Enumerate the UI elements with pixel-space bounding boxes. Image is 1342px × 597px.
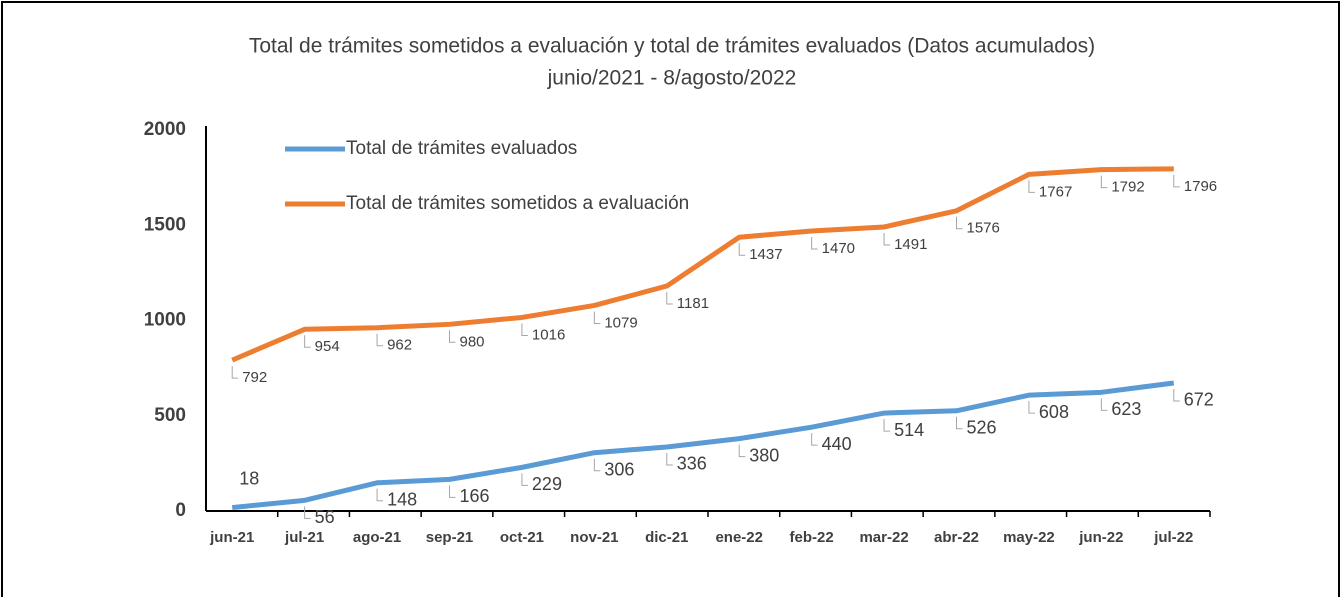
leader-line	[956, 416, 963, 430]
x-tick-label: ago-21	[353, 529, 401, 546]
y-tick-label: 0	[175, 500, 186, 521]
data-label: 514	[894, 420, 924, 440]
series-line	[231, 380, 1175, 511]
leader-line	[449, 485, 456, 498]
x-tick-label: feb-22	[790, 529, 834, 546]
data-label: 1792	[1111, 179, 1144, 196]
x-tick-label: jun-22	[1078, 529, 1123, 546]
x-tick-label: dic-21	[645, 529, 688, 546]
data-label: 792	[242, 369, 267, 386]
leader-line	[738, 444, 746, 458]
data-label: 1576	[967, 220, 1000, 237]
leader-line	[376, 333, 384, 347]
data-label: 166	[460, 486, 490, 506]
data-label: 1796	[1184, 178, 1217, 195]
data-label: 380	[749, 445, 779, 465]
data-label: 526	[967, 418, 997, 438]
leader-line	[1028, 401, 1035, 414]
y-tick-label: 1500	[144, 214, 186, 235]
leader-line	[593, 458, 601, 472]
data-label: 1016	[532, 326, 565, 343]
leader-line	[1100, 398, 1108, 411]
x-tick-label: jun-21	[209, 529, 254, 546]
leader-line	[811, 433, 818, 446]
leader-line	[956, 216, 963, 230]
data-label: 336	[677, 454, 707, 474]
x-tick-label: jul-22	[1153, 529, 1193, 546]
data-label: 1767	[1039, 183, 1072, 200]
x-tick-label: ene-22	[715, 529, 763, 546]
leader-line	[883, 419, 891, 432]
x-tick-label: mar-22	[859, 529, 908, 546]
data-label: 1470	[822, 240, 855, 257]
data-label: 623	[1111, 399, 1141, 419]
leader-line	[521, 323, 528, 336]
x-tick-label: abr-22	[934, 529, 979, 546]
x-tick-label: sep-21	[426, 529, 474, 546]
leader-line	[1173, 388, 1180, 402]
leader-line	[811, 236, 818, 250]
x-tick-label: nov-21	[570, 529, 618, 546]
leader-line	[304, 506, 311, 519]
data-label: 672	[1184, 390, 1214, 410]
leader-line	[521, 473, 528, 486]
data-label: 56	[315, 507, 335, 527]
data-label: 229	[532, 474, 562, 494]
leader-line	[666, 452, 673, 466]
data-label: 980	[460, 333, 485, 350]
leader-line	[1173, 174, 1180, 188]
leader-line	[738, 243, 746, 256]
y-tick-label: 1000	[144, 310, 186, 331]
x-tick-label: oct-21	[500, 529, 544, 546]
data-label: 306	[604, 459, 634, 479]
leader-line	[1028, 180, 1035, 193]
data-label: 440	[822, 434, 852, 454]
data-label: 18	[239, 468, 259, 488]
data-label: 1437	[749, 246, 782, 263]
leader-line	[1100, 175, 1108, 189]
data-label: 1491	[894, 236, 927, 253]
data-label: 962	[387, 337, 412, 354]
leader-line	[304, 335, 311, 348]
chart-title: Total de trámites sometidos a evaluación…	[249, 35, 1095, 58]
leader-line	[883, 232, 891, 246]
x-tick-label: jul-21	[284, 529, 324, 546]
data-label: 954	[315, 338, 340, 355]
leader-line	[376, 488, 384, 502]
legend-label: Total de trámites evaluados	[346, 138, 577, 159]
y-tick-label: 2000	[144, 119, 186, 140]
data-label: 1181	[677, 295, 709, 312]
y-tick-label: 500	[154, 405, 186, 426]
data-label: 608	[1039, 402, 1069, 422]
leader-line	[666, 292, 673, 305]
legend-label: Total de trámites sometidos a evaluación	[346, 193, 689, 214]
chart-subtitle: junio/2021 - 8/agosto/2022	[547, 67, 797, 90]
data-label: 1079	[604, 314, 637, 331]
series-line	[231, 166, 1174, 363]
leader-line	[449, 330, 456, 343]
leader-line	[593, 311, 601, 324]
x-tick-label: may-22	[1003, 529, 1055, 546]
data-label: 148	[387, 490, 417, 510]
leader-line	[231, 366, 239, 379]
